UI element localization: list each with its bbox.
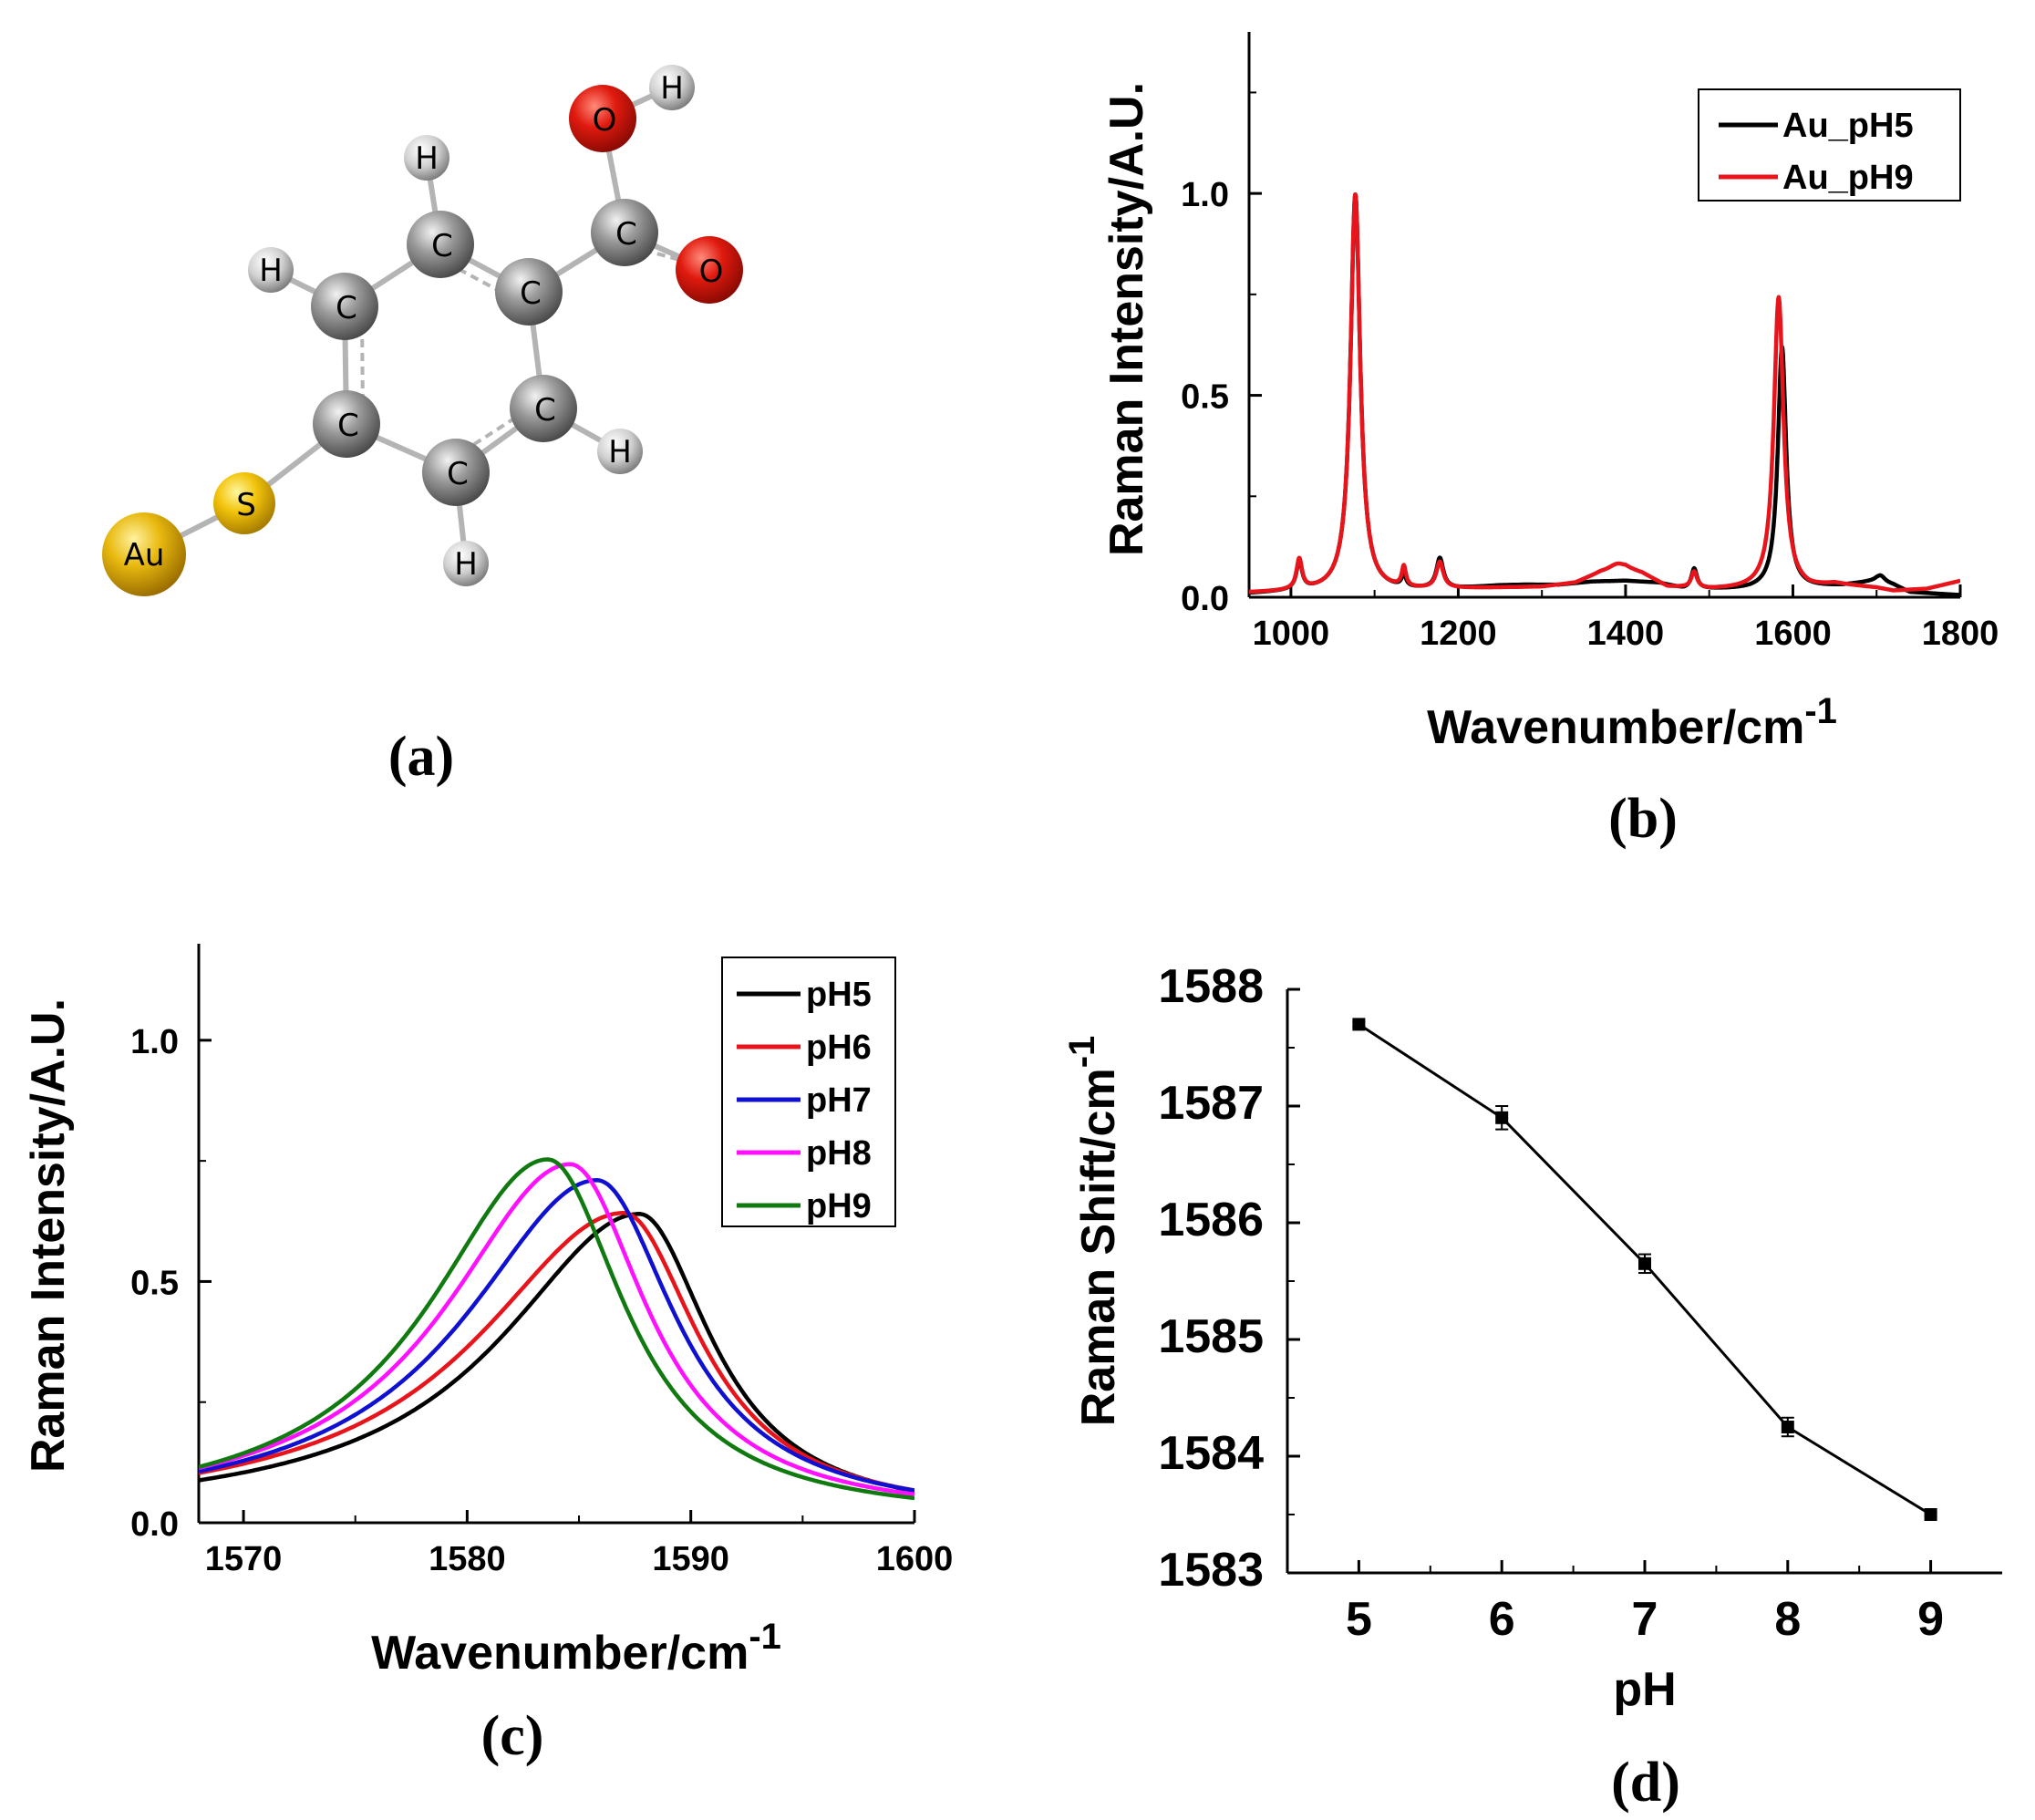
svg-text:C: C <box>520 275 542 312</box>
chart-b-ytick-label: 0.5 <box>1181 378 1229 417</box>
chart-b-xtick-label: 1400 <box>1587 615 1665 653</box>
atom-c-ring-3: C <box>407 211 474 278</box>
atom-o-hydroxyl: O <box>569 85 636 152</box>
atom-c-ring-6: C <box>422 439 490 506</box>
chart-c-ytick-label: 1.0 <box>130 1023 179 1061</box>
chart-c-xtick-label: 1600 <box>876 1540 954 1578</box>
atom-h-hydroxyl: H <box>649 65 695 110</box>
chart-d-point <box>1924 1508 1937 1521</box>
chart-b-series-au-ph9 <box>1249 191 1960 595</box>
chart-c-ylabel: Raman Intensity/A.U. <box>22 998 75 1473</box>
panel-label-b: (b) <box>1608 788 1678 850</box>
chart-c-series-ph7 <box>199 1178 914 1493</box>
chart-c-legend-label-ph5: pH5 <box>806 976 872 1014</box>
chart-c-series-ph8 <box>199 1162 914 1497</box>
chart-d-point <box>1495 1111 1509 1124</box>
chart-b-xlabel: Wavenumber/cm-1 <box>1427 691 1837 754</box>
chart-d-xtick-label: 5 <box>1346 1593 1372 1646</box>
chart-d-xtick-label: 6 <box>1489 1593 1515 1646</box>
svg-text:O: O <box>593 102 617 139</box>
chart-d-point <box>1638 1256 1651 1270</box>
chart-b-xtick-label: 1800 <box>1922 615 1999 653</box>
chart-c-xlabel: Wavenumber/cm-1 <box>371 1617 781 1680</box>
chart-d-xtick-label: 8 <box>1774 1593 1801 1646</box>
chart-b-ylabel: Raman Intensity/A.U. <box>1100 82 1153 556</box>
chart-d-ytick-label: 1585 <box>1158 1310 1264 1363</box>
svg-text:S: S <box>236 487 256 523</box>
chart-c-legend-label-ph8: pH8 <box>806 1134 872 1173</box>
chart-c-ytick-label: 0.0 <box>130 1505 179 1544</box>
chart-d-ytick-label: 1584 <box>1158 1427 1264 1480</box>
svg-text:H: H <box>660 70 684 107</box>
atom-s: S <box>213 472 275 534</box>
svg-text:C: C <box>336 290 357 326</box>
svg-text:H: H <box>454 546 478 583</box>
svg-text:O: O <box>699 253 724 290</box>
chart-d-point <box>1352 1018 1366 1031</box>
chart-d-ytick-label: 1586 <box>1158 1194 1264 1246</box>
chart-d-ytick-label: 1588 <box>1158 960 1264 1013</box>
chart-b-legend-label-au-ph9: Au_pH9 <box>1782 159 1914 197</box>
atom-h-2: H <box>404 135 449 181</box>
atom-c-ring-4: C <box>495 258 563 326</box>
chart-b-legend-label-au-ph5: Au_pH5 <box>1782 107 1914 145</box>
svg-text:H: H <box>415 140 439 177</box>
chart-c-xtick-label: 1580 <box>429 1540 506 1578</box>
chart-b-xtick-label: 1600 <box>1754 615 1832 653</box>
chart-b: 1000 1200 1400 1600 1800 0.0 0.5 1.0 Wavenumber… <box>1100 32 1999 754</box>
atom-h-3: H <box>597 429 643 474</box>
atom-au: Au <box>102 512 186 596</box>
svg-text:C: C <box>447 456 469 492</box>
chart-c-legend-label-ph9: pH9 <box>806 1187 872 1225</box>
chart-d-ytick-label: 1583 <box>1158 1544 1264 1597</box>
panel-label-a: (a) <box>388 726 454 788</box>
svg-text:C: C <box>615 216 637 253</box>
svg-text:C: C <box>534 392 556 429</box>
atom-h-4: H <box>443 541 489 586</box>
atom-c-carboxyl: C <box>591 199 658 266</box>
atom-c-ring-1: C <box>313 390 380 458</box>
svg-text:Au: Au <box>124 537 165 574</box>
svg-text:C: C <box>337 408 359 444</box>
svg-text:H: H <box>259 253 283 289</box>
chart-c: 1570 1580 1590 1600 0.0 0.5 1.0 Wavenumber/cm-… <box>22 944 953 1680</box>
chart-c-series-ph5 <box>199 1212 914 1494</box>
atom-c-ring-5: C <box>510 375 577 442</box>
atom-o-carbonyl: O <box>676 236 743 304</box>
chart-b-series-au-ph5 <box>1249 191 1960 597</box>
chart-c-legend-label-ph7: pH7 <box>806 1081 872 1120</box>
chart-c-xtick-label: 1570 <box>205 1540 283 1578</box>
svg-text:H: H <box>608 434 632 471</box>
chart-d-ylabel: Raman Shift/cm-1 <box>1062 1036 1125 1427</box>
chart-c-ytick-label: 0.5 <box>130 1264 179 1302</box>
molecule-diagram: Au S C C C C C C <box>102 65 743 596</box>
atom-h-1: H <box>248 247 294 293</box>
chart-c-xtick-label: 1590 <box>652 1540 729 1578</box>
chart-b-ytick-label: 0.0 <box>1181 580 1229 618</box>
chart-c-series-ph9 <box>199 1157 914 1501</box>
chart-d-xtick-label: 7 <box>1632 1593 1658 1646</box>
svg-text:C: C <box>431 228 453 264</box>
panel-label-c: (c) <box>481 1705 544 1767</box>
chart-c-series-ph6 <box>199 1211 914 1493</box>
chart-b-ytick-label: 1.0 <box>1181 176 1229 214</box>
chart-d-xlabel: pH <box>1613 1663 1676 1716</box>
chart-b-legend: Au_pH5 Au_pH9 <box>1698 88 1961 202</box>
panel-label-d: (d) <box>1611 1752 1680 1814</box>
chart-c-legend-label-ph6: pH6 <box>806 1029 872 1067</box>
atom-c-ring-2: C <box>311 273 378 340</box>
chart-d-ytick-label: 1587 <box>1158 1077 1264 1130</box>
chart-d-point <box>1781 1421 1794 1433</box>
chart-c-legend: pH5 pH6 pH7 pH8 pH9 <box>721 957 896 1227</box>
chart-d: 5 6 7 8 9 1583 1584 1585 1586 1587 1588 pH Raman S… <box>1062 960 2002 1716</box>
chart-b-xtick-label: 1000 <box>1253 615 1330 653</box>
chart-b-xtick-label: 1200 <box>1420 615 1497 653</box>
chart-d-xtick-label: 9 <box>1917 1593 1944 1646</box>
